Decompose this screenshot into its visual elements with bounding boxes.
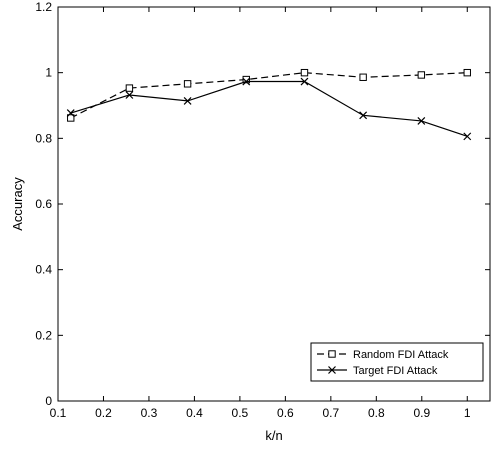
y-tick-label: 1.2 <box>35 0 52 14</box>
data-point-random-fdi-attack <box>464 69 470 75</box>
y-tick-label: 0.8 <box>35 131 52 145</box>
data-point-random-fdi-attack <box>126 85 132 91</box>
y-tick-label: 0 <box>45 394 52 408</box>
legend-marker <box>329 351 335 357</box>
x-tick-label: 0.4 <box>186 406 203 420</box>
x-tick-label: 0.3 <box>141 406 158 420</box>
y-tick-label: 0.2 <box>35 328 52 342</box>
legend-label: Target FDI Attack <box>353 365 438 377</box>
data-point-random-fdi-attack <box>301 69 307 75</box>
legend-label: Random FDI Attack <box>353 349 449 361</box>
x-axis-label: k/n <box>265 428 282 443</box>
x-tick-label: 0.8 <box>368 406 385 420</box>
x-tick-label: 0.2 <box>95 406 112 420</box>
y-axis-label: Accuracy <box>10 177 25 231</box>
data-point-random-fdi-attack <box>360 74 366 80</box>
x-tick-label: 1 <box>464 406 471 420</box>
y-tick-label: 1 <box>45 66 52 80</box>
x-tick-label: 0.6 <box>277 406 294 420</box>
x-tick-label: 0.1 <box>50 406 67 420</box>
x-tick-label: 0.9 <box>413 406 430 420</box>
legend: Random FDI Attack Target FDI Attack <box>311 343 483 381</box>
data-point-random-fdi-attack <box>418 72 424 78</box>
x-tick-label: 0.7 <box>322 406 339 420</box>
x-tick-label: 0.5 <box>232 406 249 420</box>
y-tick-label: 0.6 <box>35 197 52 211</box>
y-tick-label: 0.4 <box>35 263 52 277</box>
data-point-random-fdi-attack <box>184 81 190 87</box>
plot-area <box>58 7 490 401</box>
